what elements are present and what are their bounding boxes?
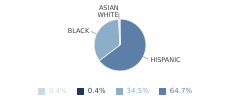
svg-text:HISPANIC: HISPANIC xyxy=(150,56,181,64)
html-text:34.5%: 34.5% xyxy=(126,87,149,95)
svg-text:BLACK: BLACK xyxy=(68,27,90,35)
html-text:0.4%: 0.4% xyxy=(87,87,106,95)
svg-text:ASIANWHITE: ASIANWHITE xyxy=(97,4,118,19)
html-text:0.4%: 0.4% xyxy=(49,87,67,95)
html-text:64.7%: 64.7% xyxy=(169,87,192,95)
